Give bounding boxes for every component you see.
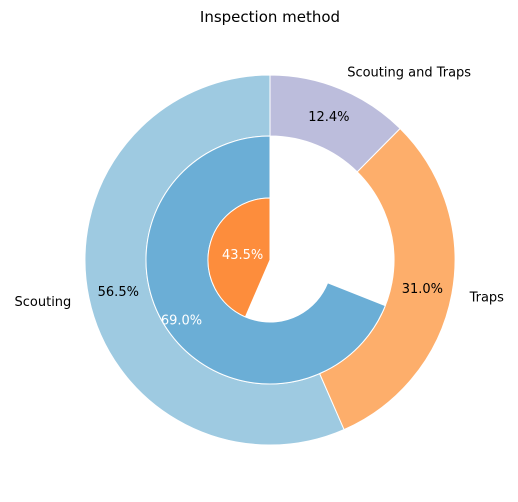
outer-category-label-scouting: Scouting	[15, 295, 72, 310]
center-slice-2	[245, 197, 332, 322]
outer-value-label-scouting: 56.5%	[98, 285, 139, 300]
center-ring	[207, 197, 332, 322]
outer-category-label-scouting-and-traps: Scouting and Traps	[347, 66, 471, 81]
inner-ring	[145, 135, 394, 385]
center-value-label-1: 43.5%	[222, 248, 263, 263]
outer-value-label-traps: 31.0%	[402, 282, 443, 297]
chart-title: Inspection method	[200, 8, 340, 26]
outer-ring	[84, 74, 456, 446]
inner-value-label-1: 69.0%	[161, 314, 202, 329]
outer-value-label-scouting-and-traps: 12.4%	[308, 110, 349, 125]
center-slice-1	[207, 197, 271, 318]
chart-labels: 56.5% 31.0% 12.4% 69.0% 43.5% Scouting Traps Sc…	[15, 66, 505, 329]
outer-category-label-traps: Traps	[469, 291, 505, 306]
inner-slice-2	[270, 136, 394, 306]
